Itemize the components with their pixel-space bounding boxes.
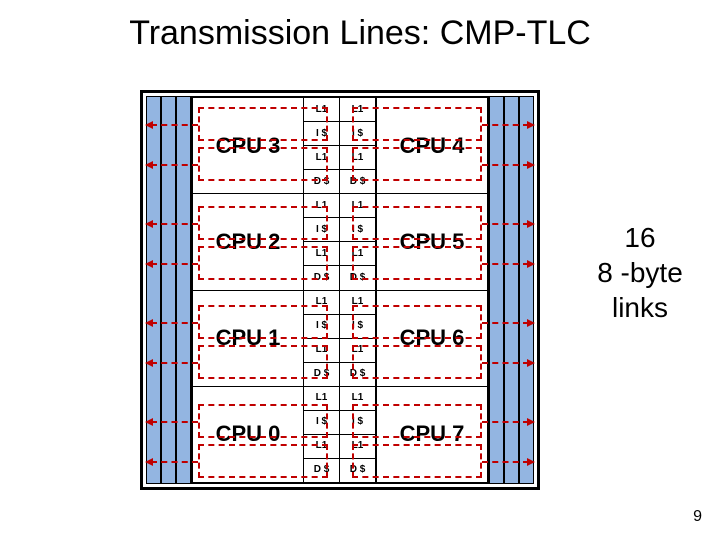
link-box	[198, 305, 328, 339]
link-arrow	[151, 124, 198, 126]
slide-number: 9	[693, 508, 702, 526]
link-arrow	[482, 164, 529, 166]
link-box	[352, 345, 482, 379]
link-arrow	[482, 362, 529, 364]
cache-bank-left-2	[161, 96, 176, 484]
link-arrow	[482, 223, 529, 225]
link-box	[198, 444, 328, 478]
link-arrow	[482, 461, 529, 463]
link-arrow	[151, 164, 198, 166]
link-arrow	[151, 263, 198, 265]
side-line-2: 8 -byte	[580, 255, 700, 290]
link-arrow	[482, 421, 529, 423]
side-line-1: 16	[580, 220, 700, 255]
link-box	[352, 246, 482, 280]
link-arrow	[151, 322, 198, 324]
link-box	[198, 404, 328, 438]
chip-outline: CPU 3 L1 I $ L1 D $ L1 I $ L1 D $ CPU 4 …	[140, 90, 540, 490]
link-arrow	[482, 322, 529, 324]
link-arrow	[482, 263, 529, 265]
cmp-tlc-diagram: CPU 3 L1 I $ L1 D $ L1 I $ L1 D $ CPU 4 …	[140, 90, 540, 490]
cache-bank-right-3	[489, 96, 504, 484]
link-box	[352, 444, 482, 478]
link-arrow	[482, 124, 529, 126]
link-box	[352, 206, 482, 240]
link-box	[198, 206, 328, 240]
link-arrow	[151, 362, 198, 364]
slide-title: Transmission Lines: CMP-TLC	[0, 14, 720, 53]
link-box	[352, 305, 482, 339]
link-box	[198, 246, 328, 280]
link-box	[198, 107, 328, 141]
link-arrow	[151, 223, 198, 225]
link-arrow	[151, 461, 198, 463]
side-line-3: links	[580, 290, 700, 325]
link-box	[352, 404, 482, 438]
side-annotation: 16 8 -byte links	[580, 220, 700, 325]
link-box	[352, 147, 482, 181]
cache-bank-right-2	[504, 96, 519, 484]
cache-bank-left-3	[176, 96, 191, 484]
link-box	[198, 147, 328, 181]
link-arrow	[151, 421, 198, 423]
link-box	[352, 107, 482, 141]
link-box	[198, 345, 328, 379]
